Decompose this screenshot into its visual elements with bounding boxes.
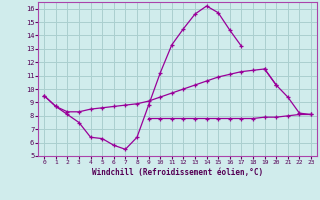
X-axis label: Windchill (Refroidissement éolien,°C): Windchill (Refroidissement éolien,°C) (92, 168, 263, 177)
